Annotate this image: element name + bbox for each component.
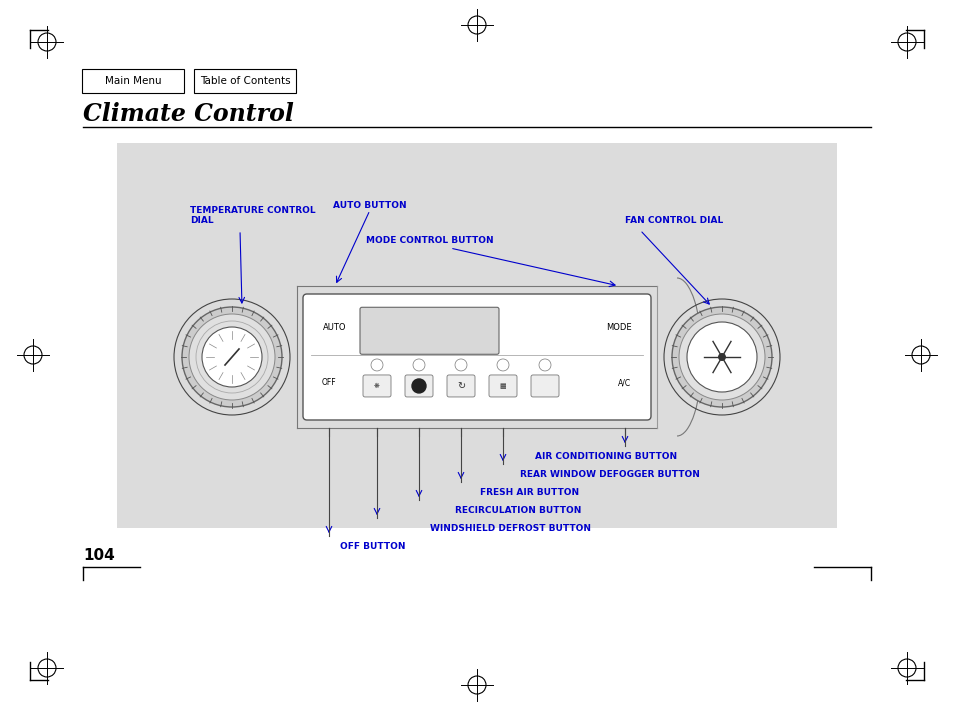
Text: MODE CONTROL BUTTON: MODE CONTROL BUTTON: [366, 236, 494, 245]
Text: TEMPERATURE CONTROL
DIAL: TEMPERATURE CONTROL DIAL: [190, 206, 315, 225]
Circle shape: [679, 314, 764, 400]
FancyBboxPatch shape: [489, 375, 517, 397]
Circle shape: [718, 353, 725, 361]
FancyBboxPatch shape: [359, 307, 498, 354]
FancyBboxPatch shape: [193, 69, 295, 93]
Circle shape: [671, 307, 771, 407]
Text: ▦: ▦: [499, 383, 506, 389]
FancyBboxPatch shape: [405, 375, 433, 397]
Circle shape: [202, 327, 262, 387]
Circle shape: [189, 314, 274, 400]
FancyBboxPatch shape: [447, 375, 475, 397]
FancyBboxPatch shape: [363, 375, 391, 397]
Text: Main Menu: Main Menu: [105, 76, 161, 86]
Text: AUTO BUTTON: AUTO BUTTON: [333, 201, 406, 210]
FancyBboxPatch shape: [117, 143, 836, 528]
Text: WINDSHIELD DEFROST BUTTON: WINDSHIELD DEFROST BUTTON: [430, 524, 590, 533]
Text: AUTO: AUTO: [323, 323, 346, 332]
Text: Table of Contents: Table of Contents: [199, 76, 290, 86]
Text: FAN CONTROL DIAL: FAN CONTROL DIAL: [624, 216, 722, 225]
FancyBboxPatch shape: [82, 69, 184, 93]
Text: RECIRCULATION BUTTON: RECIRCULATION BUTTON: [455, 506, 580, 515]
Text: MODE: MODE: [605, 323, 631, 332]
Text: 104: 104: [83, 547, 114, 562]
Circle shape: [182, 307, 282, 407]
Text: OFF BUTTON: OFF BUTTON: [339, 542, 405, 551]
FancyBboxPatch shape: [303, 294, 650, 420]
Text: AIR CONDITIONING BUTTON: AIR CONDITIONING BUTTON: [535, 452, 677, 461]
Circle shape: [412, 379, 426, 393]
Text: Climate Control: Climate Control: [83, 102, 294, 126]
Text: A/C: A/C: [618, 378, 631, 388]
FancyBboxPatch shape: [531, 375, 558, 397]
Circle shape: [686, 322, 757, 392]
Text: REAR WINDOW DEFOGGER BUTTON: REAR WINDOW DEFOGGER BUTTON: [519, 470, 700, 479]
Text: OFF: OFF: [321, 378, 336, 388]
Text: ❋: ❋: [374, 383, 379, 389]
Text: ↻: ↻: [456, 381, 464, 391]
Text: FRESH AIR BUTTON: FRESH AIR BUTTON: [479, 488, 578, 497]
